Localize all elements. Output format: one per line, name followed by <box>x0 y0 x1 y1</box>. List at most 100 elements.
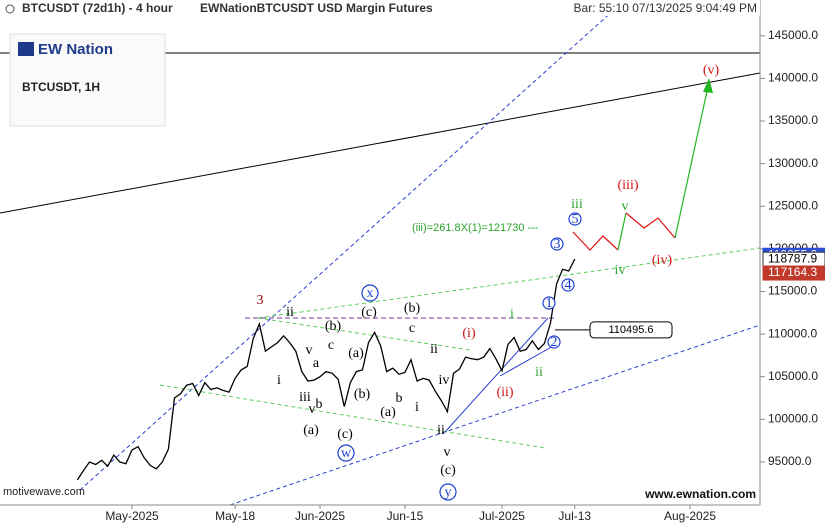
wave-circle <box>547 335 561 349</box>
wave-circle <box>361 284 379 302</box>
x-tick-label: May-2025 <box>105 509 159 523</box>
trend-line <box>0 72 761 214</box>
wave-circle <box>542 296 556 310</box>
wave-label: (c) <box>361 305 377 320</box>
symbol-label: BTCUSDT, 1H <box>22 80 100 94</box>
logo-icon <box>18 42 34 56</box>
wave-label: ii <box>535 365 543 380</box>
wave-label: 1 <box>546 296 553 311</box>
projection-green <box>674 81 710 239</box>
x-tick-label: Jun-2025 <box>295 509 345 523</box>
x-tick-label: Jul-2025 <box>479 509 525 523</box>
wave-label: v <box>622 199 629 214</box>
wave-label: iii <box>571 197 583 212</box>
channel-line <box>444 317 549 433</box>
price-tag <box>762 265 825 281</box>
y-tick-label: 115000.0 <box>768 284 817 298</box>
wave-label: (iv) <box>652 253 673 268</box>
y-tick-label: 100000.0 <box>768 412 818 426</box>
fib-note: (iii)=261.8X(1)=121730 --- <box>412 222 539 234</box>
channel-line <box>159 384 546 449</box>
y-tick-label: 145000.0 <box>768 28 818 42</box>
wave-label: (c) <box>440 463 456 478</box>
wave-label: (c) <box>337 427 353 442</box>
wave-label: i <box>415 400 419 415</box>
wave-circle <box>561 278 575 292</box>
wave-label: 3 <box>554 237 561 252</box>
watermark: www.ewnation.com <box>644 487 756 501</box>
channel-line <box>499 344 556 377</box>
wave-circle <box>550 237 564 251</box>
wave-label: c <box>328 338 334 353</box>
wave-label: x <box>367 286 374 301</box>
wave-circle <box>337 444 355 462</box>
wave-label: (b) <box>354 387 371 402</box>
wave-label: iii <box>299 390 311 405</box>
chart-title: BTCUSDT (72d1h) - 4 hour <box>22 1 173 15</box>
wave-label: i <box>277 373 281 388</box>
wave-label: w <box>341 446 352 461</box>
x-tick-label: Jul-13 <box>558 509 591 523</box>
arrow-head <box>703 78 713 93</box>
y-tick-label: 110000.0 <box>768 326 817 340</box>
x-tick-label: May-18 <box>215 509 255 523</box>
wave-label: v <box>444 445 451 460</box>
y-tick-label: 105000.0 <box>768 369 818 383</box>
channel-line <box>257 247 761 319</box>
y-tick-label: 130000.0 <box>768 156 818 170</box>
header-bg <box>0 0 760 16</box>
wave-circle <box>568 212 582 226</box>
x-tick-label: Jun-15 <box>387 509 424 523</box>
logo-box <box>9 33 166 127</box>
logo-text: EW Nation <box>38 41 113 58</box>
projection-red <box>572 231 619 251</box>
status: Bar: 55:10 07/13/2025 9:04:49 PM <box>574 1 757 15</box>
wave-label: (b) <box>325 319 342 334</box>
price-tag-label: 117164.3 <box>768 265 817 279</box>
wave-label: (v) <box>703 63 720 78</box>
wave-label: v <box>306 343 313 358</box>
wave-circle <box>439 483 457 501</box>
link-icon <box>5 4 15 14</box>
wave-label: iv <box>439 373 450 388</box>
wave-label: (ii) <box>496 385 513 400</box>
price-tag-label: 118787.9 <box>768 251 817 265</box>
wave-label: (a) <box>348 346 364 361</box>
wave-label: 2 <box>551 335 558 350</box>
chart-subtitle: EWNationBTCUSDT USD Margin Futures <box>200 1 433 15</box>
wave-label: ii <box>437 423 445 438</box>
channel-line <box>229 324 761 506</box>
y-tick-label: 140000.0 <box>768 71 818 85</box>
callout-box <box>589 321 673 339</box>
y-tick-label: 95000.0 <box>768 454 812 468</box>
wave-label: (a) <box>380 405 396 420</box>
wave-label: (i) <box>462 326 476 341</box>
wave-label: (b) <box>404 301 421 316</box>
wave-label: v <box>309 402 316 417</box>
wave-label: b <box>316 397 323 412</box>
wave-label: i <box>510 307 514 322</box>
wave-label: iv <box>615 263 626 278</box>
trend-lines <box>0 0 761 506</box>
projection-red <box>625 212 676 239</box>
wave-label: ii <box>430 342 438 357</box>
watermark: motivewave.com <box>3 486 85 498</box>
wave-label: (iii) <box>618 178 639 193</box>
x-tick-label: Aug-2025 <box>664 509 716 523</box>
y-tick-label: 125000.0 <box>768 198 818 212</box>
wave-label: (a) <box>303 423 319 438</box>
wave-label: a <box>313 356 320 371</box>
y-tick-label: 135000.0 <box>768 113 818 127</box>
wave-label: y <box>445 485 452 500</box>
wave-label: 3 <box>257 293 264 308</box>
channel-line <box>257 317 471 351</box>
price-line <box>76 258 576 481</box>
callout-label: 110495.6 <box>608 324 653 336</box>
wave-label: c <box>409 321 415 336</box>
wave-label: 4 <box>565 278 572 293</box>
wave-label: ii <box>286 305 294 320</box>
projection-green <box>617 212 627 251</box>
wave-label: 5 <box>572 212 579 227</box>
